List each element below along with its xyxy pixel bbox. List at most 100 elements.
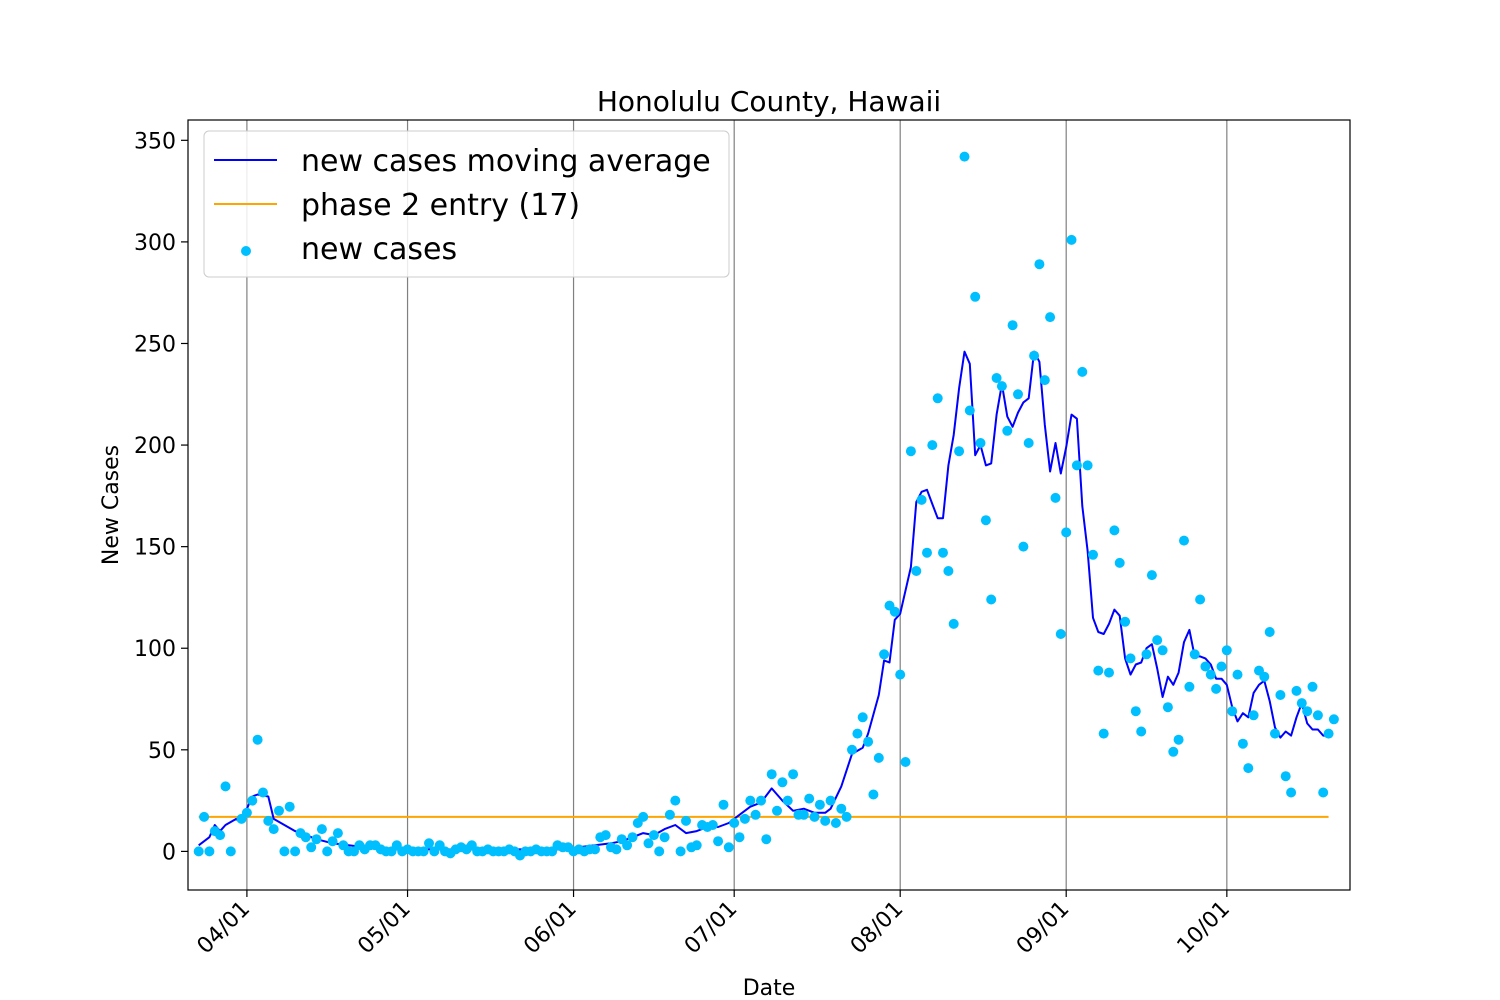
new-cases-point	[1307, 681, 1318, 692]
new-cases-point	[1237, 738, 1248, 749]
new-cases-point	[847, 744, 857, 755]
new-cases-point	[1275, 690, 1286, 700]
new-cases-point	[268, 824, 279, 835]
legend-moving-average-label: new cases moving average	[301, 144, 711, 179]
new-cases-point	[954, 446, 965, 457]
y-tick-label: 50	[148, 739, 176, 764]
new-cases-point	[193, 846, 204, 857]
new-cases-point	[1146, 570, 1157, 581]
new-cases-point	[943, 566, 954, 576]
new-cases-point	[948, 618, 959, 629]
moving-average-layer	[198, 350, 1329, 851]
x-tick-label: 04/01	[193, 897, 256, 960]
new-cases-point	[1120, 616, 1131, 627]
new-cases-point	[1109, 525, 1120, 536]
new-cases-point	[1055, 629, 1066, 639]
new-cases-point	[627, 832, 638, 843]
new-cases-point	[1114, 557, 1125, 568]
y-tick-label: 0	[162, 840, 176, 865]
new-cases-point	[927, 440, 938, 451]
new-cases-point	[830, 818, 841, 828]
new-cases-point	[1205, 669, 1216, 680]
new-cases-point	[1013, 389, 1023, 400]
new-cases-point	[841, 811, 852, 822]
chart-title: Honolulu County, Hawaii	[597, 85, 941, 118]
new-cases-point	[1045, 312, 1056, 323]
x-tick-label: 08/01	[846, 897, 909, 960]
new-cases-point	[332, 828, 343, 839]
new-cases-point	[905, 446, 916, 457]
new-cases-point	[241, 807, 252, 818]
new-cases-point	[1157, 645, 1168, 656]
y-axis-label: New Cases	[99, 445, 124, 565]
y-tick-label: 300	[134, 231, 176, 256]
new-cases-layer	[193, 151, 1339, 861]
new-cases-point	[991, 373, 1002, 383]
new-cases-point	[1029, 350, 1040, 361]
new-cases-point	[1136, 726, 1147, 737]
new-cases-point	[996, 381, 1007, 392]
legend-new-cases-label: new cases	[301, 232, 457, 267]
y-tick-label: 150	[134, 536, 176, 561]
new-cases-point	[911, 566, 922, 576]
new-cases-point	[1168, 746, 1179, 757]
new-cases-point	[611, 844, 622, 855]
new-cases-point	[322, 846, 333, 857]
new-cases-point	[1077, 366, 1088, 377]
x-tick-label: 05/01	[353, 897, 416, 960]
new-cases-point	[1039, 375, 1050, 386]
new-cases-point	[938, 547, 948, 558]
x-tick-label: 07/01	[680, 897, 743, 960]
new-cases-point	[1270, 728, 1280, 739]
new-cases-point	[424, 838, 434, 849]
new-cases-point	[1216, 661, 1227, 672]
new-cases-point	[1034, 259, 1045, 270]
new-cases-point	[1296, 698, 1307, 709]
new-cases-point	[659, 832, 670, 843]
new-cases-point	[1018, 541, 1029, 552]
new-cases-point	[316, 824, 327, 835]
new-cases-point	[1082, 460, 1093, 471]
new-cases-point	[638, 811, 649, 822]
new-cases-point	[1302, 706, 1313, 717]
new-cases-point	[675, 846, 686, 857]
y-tick-label: 350	[134, 129, 176, 154]
new-cases-point	[1280, 771, 1291, 782]
new-cases-point	[648, 830, 659, 841]
new-cases-point	[311, 834, 322, 845]
new-cases-point	[814, 799, 825, 810]
new-cases-point	[1189, 649, 1200, 660]
x-tick-label: 06/01	[519, 897, 582, 960]
new-cases-point	[204, 846, 215, 857]
new-cases-point	[857, 712, 868, 723]
new-cases-point	[1061, 527, 1072, 538]
new-cases-point	[284, 801, 295, 812]
new-cases-point	[1173, 734, 1184, 745]
new-cases-point	[1104, 667, 1114, 678]
new-cases-point	[1221, 645, 1232, 656]
x-tick-label: 09/01	[1012, 897, 1075, 960]
new-cases-point	[1125, 653, 1136, 664]
new-cases-point	[756, 795, 766, 806]
new-cases-point	[252, 734, 263, 745]
legend-box	[203, 130, 730, 278]
new-cases-point	[247, 795, 258, 806]
new-cases-point	[1071, 460, 1082, 471]
new-cases-point	[1002, 425, 1013, 436]
new-cases-point	[300, 832, 311, 843]
new-cases-point	[1130, 706, 1141, 717]
new-cases-point	[713, 836, 724, 847]
new-cases-point	[643, 838, 654, 849]
new-cases-point	[809, 811, 820, 822]
y-axis: 0 50 100 150 200 250 300 350	[134, 129, 188, 865]
legend: new cases moving average phase 2 entry (…	[203, 130, 730, 278]
new-cases-point	[654, 846, 665, 857]
x-axis-label: Date	[743, 976, 796, 1000]
new-cases-point	[1318, 787, 1329, 798]
new-cases-point	[263, 815, 274, 826]
new-cases-point	[900, 757, 911, 767]
new-cases-point	[980, 515, 991, 526]
new-cases-point	[258, 787, 268, 798]
new-cases-point	[820, 815, 831, 826]
new-cases-point	[590, 844, 600, 855]
